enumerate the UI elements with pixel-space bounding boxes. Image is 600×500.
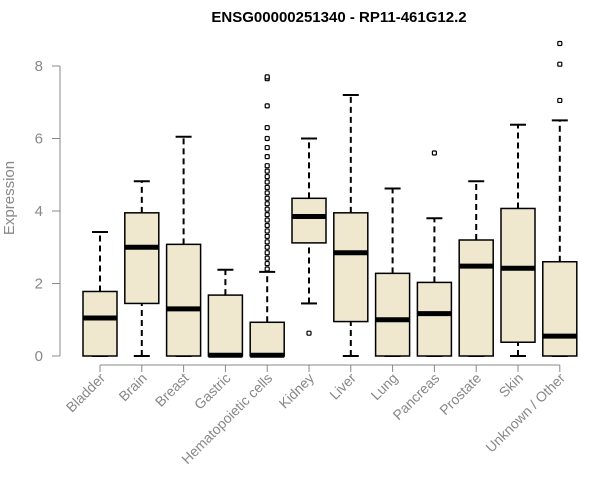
iqr-box: [333, 212, 369, 323]
box-group: [124, 180, 160, 357]
outlier-point: [264, 201, 270, 207]
box-group: [249, 74, 285, 358]
outlier-point: [264, 144, 270, 151]
outlier-point: [264, 228, 270, 234]
y-axis-label: Expression: [1, 161, 18, 235]
outlier-point: [431, 150, 437, 156]
y-tick-label: 4: [35, 203, 43, 220]
outlier-point: [264, 103, 270, 109]
outlier-point: [264, 217, 270, 223]
x-tick-label: Skin: [496, 370, 527, 401]
box-group: [207, 268, 244, 358]
outlier-point: [264, 239, 270, 245]
x-tick-label: Liver: [326, 370, 359, 403]
y-tick-label: 8: [35, 58, 43, 75]
outlier-point: [557, 61, 563, 67]
outlier-point: [306, 330, 312, 336]
iqr-box: [291, 197, 327, 244]
outlier-point: [264, 233, 270, 239]
iqr-box: [542, 261, 578, 357]
iqr-box: [207, 294, 244, 357]
outlier-point: [264, 266, 270, 272]
outlier-point: [264, 135, 270, 142]
iqr-box: [416, 281, 453, 357]
box-group: [416, 150, 453, 357]
outlier-point: [264, 163, 270, 169]
box-group: [165, 135, 202, 357]
outlier-point: [264, 195, 270, 201]
x-tick-label: Unknown / Other: [482, 370, 568, 456]
outlier-point: [264, 74, 270, 80]
iqr-box: [82, 290, 118, 357]
iqr-box: [124, 212, 160, 305]
box-group: [291, 137, 327, 336]
outlier-point: [264, 179, 270, 185]
y-tick-label: 6: [35, 131, 43, 148]
box-group: [542, 40, 578, 357]
outlier-point: [264, 222, 270, 229]
y-tick-label: 0: [35, 348, 43, 365]
outlier-point: [264, 154, 270, 160]
outlier-point: [264, 250, 270, 256]
outlier-point: [264, 244, 270, 250]
box-group: [374, 187, 411, 357]
iqr-box: [249, 321, 285, 357]
outlier-point: [264, 173, 270, 180]
y-axis: 0 2 4 6 8: [35, 58, 561, 372]
box-group: [82, 231, 118, 357]
iqr-box: [458, 239, 494, 357]
chart-title: ENSG00000251340 - RP11-461G12.2: [211, 9, 466, 26]
box-group: [500, 123, 536, 357]
outlier-point: [264, 206, 270, 212]
outlier-point: [264, 190, 270, 196]
outlier-point: [264, 184, 270, 191]
outlier-point: [264, 260, 270, 267]
x-tick-label: Brain: [115, 370, 149, 404]
iqr-box: [374, 272, 411, 357]
x-tick-label: Bladder: [63, 370, 109, 416]
iqr-box: [500, 207, 536, 343]
x-tick-label: Breast: [152, 370, 192, 410]
outlier-point: [264, 255, 270, 261]
x-tick-label: Lung: [367, 370, 400, 403]
x-tick-label: Kidney: [276, 370, 318, 412]
iqr-box: [165, 243, 202, 357]
x-tick-label: Prostate: [436, 370, 484, 418]
y-tick-label: 2: [35, 276, 43, 293]
outlier-point: [264, 125, 270, 131]
box-group: [458, 180, 494, 357]
outlier-point: [264, 168, 270, 174]
outlier-point: [264, 212, 270, 218]
outlier-point: [557, 97, 563, 104]
outlier-point: [557, 40, 563, 47]
boxes: [82, 40, 578, 358]
box-group: [333, 94, 369, 357]
